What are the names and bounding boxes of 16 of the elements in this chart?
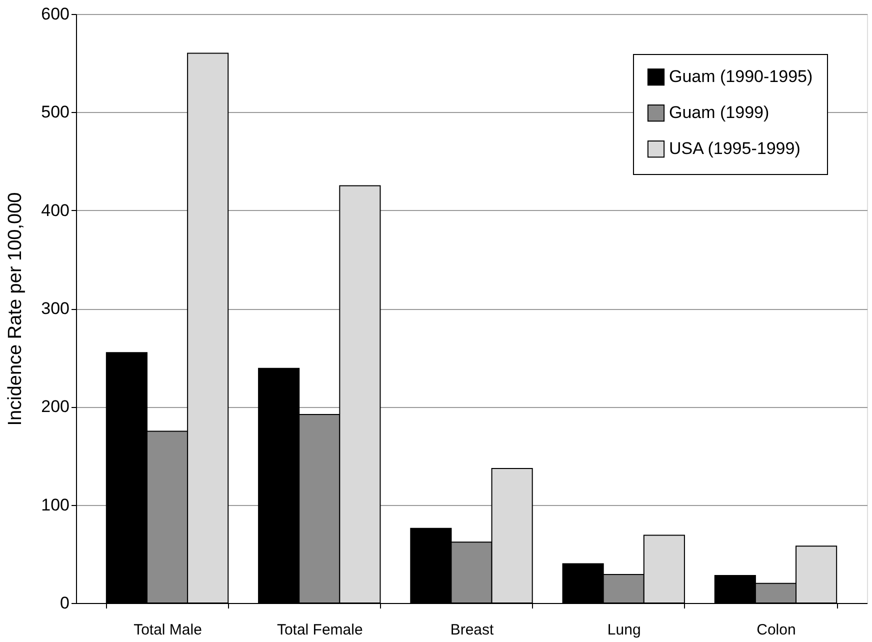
y-axis-title: Incidence Rate per 100,000 <box>5 192 26 426</box>
legend-label: Guam (1999) <box>669 103 770 122</box>
y-tick-label: 200 <box>41 397 70 416</box>
y-tick-label: 500 <box>41 102 70 122</box>
y-tick-label: 600 <box>41 4 70 24</box>
legend-label: USA (1995-1999) <box>669 139 800 158</box>
x-tick-label: Breast <box>450 622 495 638</box>
y-tick-label: 400 <box>41 200 70 220</box>
legend-label: Guam (1990-1995) <box>669 67 813 86</box>
y-tick-label: 100 <box>41 495 70 514</box>
x-tick-label: Total Male <box>134 622 202 638</box>
y-tick-label: 300 <box>41 299 70 318</box>
x-tick-label: Colon <box>756 622 796 638</box>
x-tick-label: Total Female <box>276 622 363 638</box>
x-tick-label: Lung <box>607 622 641 638</box>
y-tick-label: 0 <box>60 594 70 612</box>
